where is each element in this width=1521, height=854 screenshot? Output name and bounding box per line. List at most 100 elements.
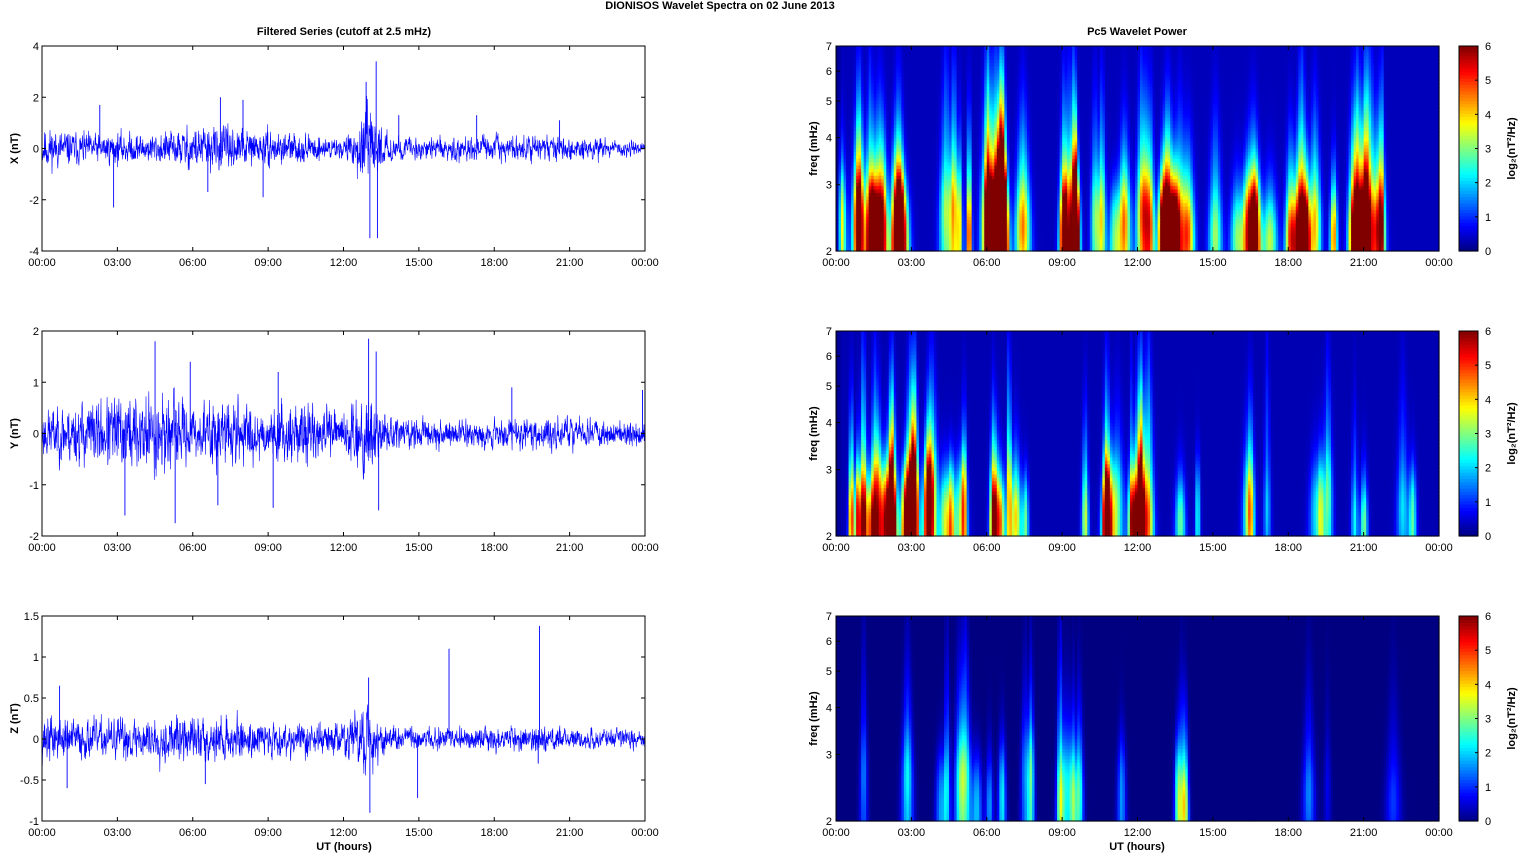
line-panel-z-ytick-label: -0.5 <box>20 775 39 787</box>
heatmap-panel-3-xtick-label: 03:00 <box>898 827 926 839</box>
heatmap-panel-3-ytick-label: 7 <box>826 611 832 623</box>
line-panel-x-xtick-label: 15:00 <box>405 257 433 269</box>
heatmap-panel-2-xtick-label: 12:00 <box>1124 542 1152 554</box>
line-panel-y-ylabel: Y (nT) <box>9 418 21 449</box>
heatmap-panel-3-xtick-label: 12:00 <box>1124 827 1152 839</box>
heatmap-panel-2-colorbar-tick-label: 0 <box>1485 531 1491 543</box>
heatmap-panel-1-colorbar-tick-label: 2 <box>1485 178 1491 190</box>
heatmap-panel-2-ytick-label: 5 <box>826 381 832 393</box>
line-panel-y-xtick-label: 12:00 <box>330 542 358 554</box>
heatmap-panel-1-cells <box>836 46 1440 252</box>
line-panel-x-ytick-label: -2 <box>29 195 39 207</box>
heatmap-panel-2-xtick-label: 00:00 <box>822 542 850 554</box>
heatmap-panel-1-colorbar-tick-label: 4 <box>1485 109 1491 121</box>
heatmap-panel-3-ytick-label: 4 <box>826 703 832 715</box>
heatmap-panel-1-colorbar-label: log₂(nT²/Hz) <box>1506 117 1518 180</box>
line-panel-z-ytick-label: 1 <box>33 652 39 664</box>
line-panel-x-xtick-label: 00:00 <box>28 257 56 269</box>
heatmap-panel-2-colorbar-tick-label: 4 <box>1485 394 1491 406</box>
right-x-axis-label: UT (hours) <box>1109 841 1165 853</box>
line-panel-y-xtick-label: 00:00 <box>631 542 659 554</box>
line-panel-x-ytick-label: 0 <box>33 144 39 156</box>
line-panel-z-xtick-label: 12:00 <box>330 827 358 839</box>
line-panel-y-xtick-label: 03:00 <box>104 542 132 554</box>
heatmap-panel-1-colorbar-tick-label: 3 <box>1485 144 1491 156</box>
heatmap-panel-1-xtick-label: 00:00 <box>1425 257 1453 269</box>
heatmap-panel-3-ytick-label: 6 <box>826 636 832 648</box>
heatmap-panel-1-ytick-label: 4 <box>826 133 832 145</box>
heatmap-panel-1-ytick-label: 6 <box>826 66 832 78</box>
heatmap-panel-1-colorbar-tick-label: 6 <box>1485 41 1491 53</box>
heatmap-panel-2-colorbar-tick-label: 1 <box>1485 497 1491 509</box>
line-panel-x-ytick-label: 4 <box>33 41 39 53</box>
line-panel-x-ylabel: X (nT) <box>9 133 21 164</box>
heatmap-panel-2-ytick-label: 7 <box>826 326 832 338</box>
heatmap-panel-2-colorbar-label: log₂(nT²/Hz) <box>1506 402 1518 465</box>
heatmap-panel-3-colorbar-tick-label: 4 <box>1485 679 1491 691</box>
heatmap-panel-1-colorbar-tick-label: 0 <box>1485 246 1491 258</box>
line-panel-y-xtick-label: 09:00 <box>254 542 282 554</box>
line-panel-z-xtick-label: 09:00 <box>254 827 282 839</box>
line-panel-z-xtick-label: 06:00 <box>179 827 207 839</box>
heatmap-panel-3-xtick-label: 18:00 <box>1274 827 1302 839</box>
heatmap-panel-1-xtick-label: 06:00 <box>973 257 1001 269</box>
heatmap-panel-3-colorbar-tick-label: 5 <box>1485 645 1491 657</box>
heatmap-panel-3-xtick-label: 21:00 <box>1350 827 1378 839</box>
heatmap-panel-3-xtick-label: 06:00 <box>973 827 1001 839</box>
heatmap-panel-1-ylabel: freq (mHz) <box>808 121 820 176</box>
line-panel-x-xtick-label: 21:00 <box>556 257 584 269</box>
left-column-title: Filtered Series (cutoff at 2.5 mHz) <box>257 26 432 38</box>
left-x-axis-label: UT (hours) <box>316 841 372 853</box>
heatmap-panel-2-colorbar-tick-label: 6 <box>1485 326 1491 338</box>
heatmap-panel-3-colorbar-tick-label: 1 <box>1485 782 1491 794</box>
heatmap-panel-2-xtick-label: 06:00 <box>973 542 1001 554</box>
line-panel-x-xtick-label: 09:00 <box>254 257 282 269</box>
heatmap-panel-2-colorbar-tick-label: 3 <box>1485 429 1491 441</box>
heatmap-panel-2-xtick-label: 00:00 <box>1425 542 1453 554</box>
heatmap-panel-2-colorbar: 0 1 2 3 4 5 6 log₂(nT²/Hz) <box>1459 326 1518 543</box>
line-panel-y-xtick-label: 00:00 <box>28 542 56 554</box>
heatmap-panel-2-ytick-label: 6 <box>826 351 832 363</box>
line-panel-x-xtick-label: 03:00 <box>104 257 132 269</box>
line-panel-z-xtick-label: 21:00 <box>556 827 584 839</box>
line-panel-y-xtick-label: 18:00 <box>480 542 508 554</box>
line-panel-z-ylabel: Z (nT) <box>9 703 21 734</box>
heatmap-panel-3-xtick-label: 00:00 <box>1425 827 1453 839</box>
heatmap-panel-1-ytick-label: 5 <box>826 96 832 108</box>
line-panel-x-ytick-label: 2 <box>33 92 39 104</box>
heatmap-panel-2-ylabel: freq (mHz) <box>808 406 820 461</box>
heatmap-panel-3-ytick-label: 3 <box>826 750 832 762</box>
line-panel-x-xtick-label: 12:00 <box>330 257 358 269</box>
line-panel-z-ytick-label: 1.5 <box>24 611 39 623</box>
heatmap-panel-3-xtick-label: 00:00 <box>822 827 850 839</box>
heatmap-panel-3-colorbar-tick-label: 0 <box>1485 816 1491 828</box>
line-panel-y-xtick-label: 06:00 <box>179 542 207 554</box>
heatmap-panel-2: 2 3 4 5 6 7 freq (mHz) 0 1 2 3 4 5 6 log₂(nT²/Hz) <box>808 326 1518 543</box>
heatmap-panel-2-cells <box>836 331 1440 537</box>
heatmap-panel-3-ytick-label: 5 <box>826 666 832 678</box>
line-panel-z-xtick-label: 18:00 <box>480 827 508 839</box>
line-panel-x-xtick-label: 06:00 <box>179 257 207 269</box>
heatmap-panel-2-xtick-label: 15:00 <box>1199 542 1227 554</box>
heatmap-panel-2-xtick-label: 09:00 <box>1048 542 1076 554</box>
heatmap-panel-2-colorbar-tick-label: 5 <box>1485 360 1491 372</box>
line-panel-z-xtick-label: 03:00 <box>104 827 132 839</box>
heatmap-panel-1-ytick-label: 3 <box>826 180 832 192</box>
heatmap-panel-1-xtick-label: 15:00 <box>1199 257 1227 269</box>
line-panel-x-xtick-label: 00:00 <box>631 257 659 269</box>
heatmap-panel-3-colorbar-tick-label: 2 <box>1485 748 1491 760</box>
heatmap-panel-3-xtick-label: 09:00 <box>1048 827 1076 839</box>
heatmap-panel-2-colorbar-tick-label: 2 <box>1485 463 1491 475</box>
heatmap-panel-1-colorbar-tick-label: 5 <box>1485 75 1491 87</box>
line-panel-z-xtick-label: 15:00 <box>405 827 433 839</box>
heatmap-panel-3-ylabel: freq (mHz) <box>808 691 820 746</box>
heatmap-panel-1-ytick-label: 7 <box>826 41 832 53</box>
